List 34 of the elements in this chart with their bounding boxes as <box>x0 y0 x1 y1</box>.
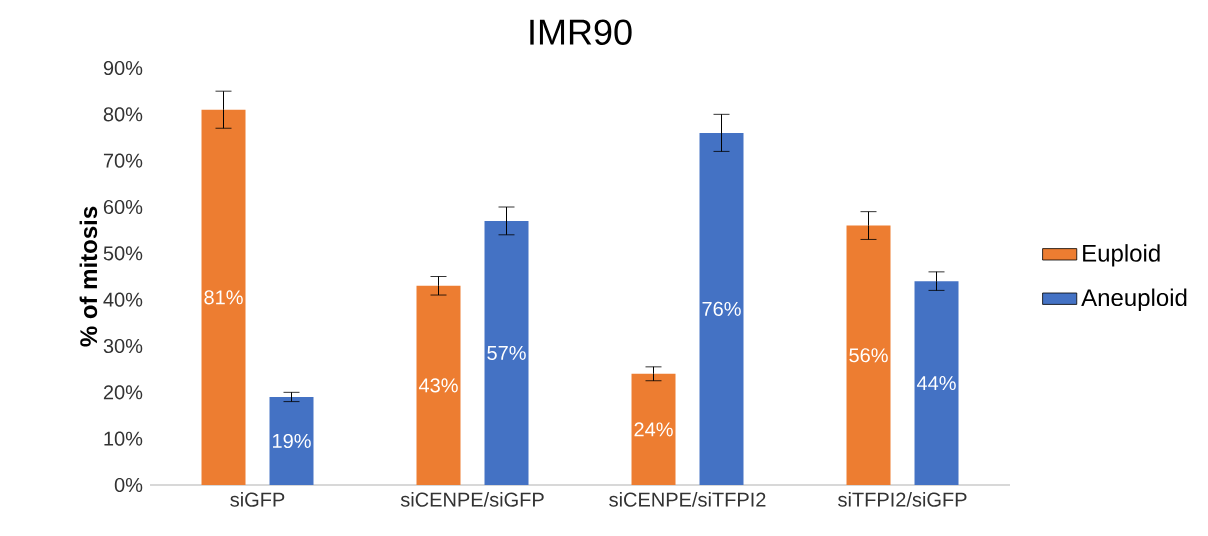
data-label: 43% <box>418 378 458 393</box>
y-tick-label: 20% <box>103 385 143 400</box>
x-tick-label: siGFP <box>230 492 285 507</box>
bar <box>416 285 461 485</box>
bar <box>914 281 959 485</box>
data-label: 19% <box>273 433 311 449</box>
bar <box>484 220 529 485</box>
data-label: 24% <box>634 422 673 437</box>
y-tick-label: 80% <box>103 107 143 122</box>
bar <box>269 396 314 485</box>
y-tick-label: 50% <box>103 246 143 261</box>
bar <box>846 225 891 485</box>
y-tick-label: 40% <box>103 292 143 307</box>
data-label: 56% <box>849 348 888 363</box>
x-tick-label: siTFPI2/siGFP <box>838 492 967 507</box>
legend-label: Euploid <box>1083 244 1160 267</box>
y-axis-title: % of mitosis <box>79 206 98 347</box>
y-tick-label: 90% <box>103 60 143 76</box>
x-tick-label: siCENPE/siGFP <box>400 492 544 507</box>
bar <box>699 132 744 485</box>
chart-title: IMR90 <box>530 19 632 45</box>
data-label: 57% <box>487 345 526 360</box>
x-tick-label: siCENPE/siTFPI2 <box>609 492 766 507</box>
bar <box>201 109 246 485</box>
data-label: 76% <box>702 301 741 317</box>
data-label: 81% <box>204 290 243 305</box>
data-label: 44% <box>916 376 956 391</box>
y-tick-label: 70% <box>103 153 143 168</box>
bar <box>631 373 676 485</box>
y-tick-label: 30% <box>103 338 143 354</box>
y-tick-label: 10% <box>104 431 143 446</box>
y-tick-label: 0% <box>114 477 143 493</box>
legend-label: Aneuploid <box>1081 288 1187 311</box>
y-tick-label: 60% <box>103 199 143 215</box>
